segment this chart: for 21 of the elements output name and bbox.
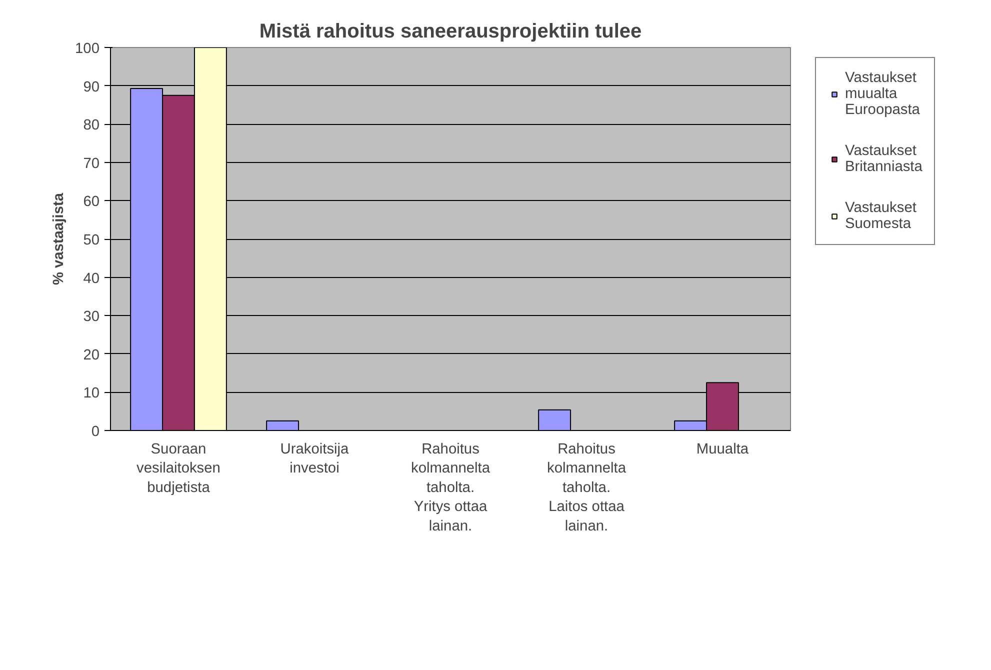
y-axis-title: % vastaajista [51,192,68,286]
legend-label: Vastaukset Britanniasta [845,143,922,175]
legend-label: Vastaukset muualta Euroopasta [845,70,920,118]
x-tick-label: Muualta [696,442,750,458]
x-tick-label: Rahoitus kolmannelta taholta. Yritys ottaa lainan. [410,442,491,534]
legend-label: Vastaukset Suomesta [845,200,916,232]
x-tick-label: Rahoitus kolmannelta taholta. Laitos ottaa lainan. [546,442,627,534]
y-tick-label: 10 [83,386,100,402]
y-tick-label: 60 [83,194,100,210]
x-tick-label: Urakoitsija investoi [280,442,350,477]
y-tick-label: 0 [91,424,100,440]
y-tick-label: 100 [75,41,100,57]
y-tick-label: 30 [83,309,100,326]
y-tick-label: 50 [83,232,100,248]
chart-title: Mistä rahoitus saneerausprojektiin tulee [259,20,642,42]
y-tick-label: 90 [83,79,100,96]
x-tick-label: Suoraan vesilaitoksen budjetista [136,442,220,496]
y-tick-label: 70 [83,156,100,172]
y-tick-label: 80 [83,118,100,134]
y-tick-label: 20 [83,347,100,364]
y-tick-label: 40 [83,270,100,287]
